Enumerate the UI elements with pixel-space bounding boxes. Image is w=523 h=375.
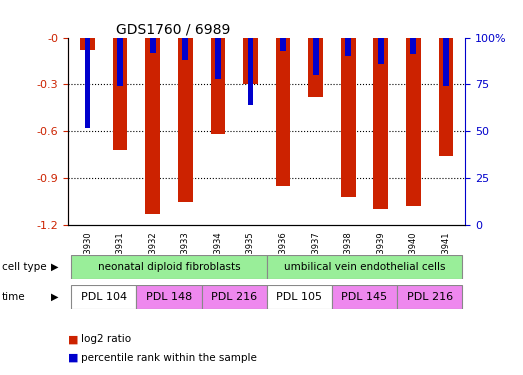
Bar <box>145 38 160 214</box>
Bar <box>80 38 95 50</box>
Text: cell type: cell type <box>2 262 47 272</box>
Text: umbilical vein endothelial cells: umbilical vein endothelial cells <box>283 262 445 272</box>
Bar <box>345 38 351 56</box>
Bar <box>113 38 128 150</box>
Bar <box>313 38 319 75</box>
Bar <box>117 38 123 86</box>
Bar <box>215 38 221 79</box>
Bar <box>183 38 188 60</box>
Bar <box>267 255 462 279</box>
Text: PDL 105: PDL 105 <box>276 292 322 302</box>
Bar <box>280 38 286 51</box>
Bar <box>406 38 420 206</box>
Text: ■: ■ <box>68 334 78 344</box>
Text: PDL 104: PDL 104 <box>81 292 127 302</box>
Text: neonatal diploid fibroblasts: neonatal diploid fibroblasts <box>98 262 240 272</box>
Bar <box>411 38 416 54</box>
Bar <box>211 38 225 134</box>
Bar <box>85 38 90 128</box>
Bar <box>373 38 388 209</box>
Bar <box>71 255 267 279</box>
Text: PDL 148: PDL 148 <box>146 292 192 302</box>
Bar <box>332 285 397 309</box>
Text: ▶: ▶ <box>51 262 59 272</box>
Bar <box>201 285 267 309</box>
Text: ▶: ▶ <box>51 292 59 302</box>
Text: PDL 216: PDL 216 <box>406 292 453 302</box>
Bar <box>378 38 384 64</box>
Text: time: time <box>2 292 26 302</box>
Text: GDS1760 / 6989: GDS1760 / 6989 <box>116 22 230 36</box>
Bar <box>178 38 192 202</box>
Bar <box>267 285 332 309</box>
Text: PDL 145: PDL 145 <box>342 292 388 302</box>
Bar <box>137 285 201 309</box>
Bar <box>439 38 453 156</box>
Bar <box>150 38 156 52</box>
Bar <box>308 38 323 97</box>
Bar <box>243 38 258 84</box>
Text: PDL 216: PDL 216 <box>211 292 257 302</box>
Bar <box>443 38 449 86</box>
Bar <box>247 38 253 105</box>
Bar <box>397 285 462 309</box>
Bar <box>71 285 137 309</box>
Text: percentile rank within the sample: percentile rank within the sample <box>81 353 257 363</box>
Bar <box>276 38 290 186</box>
Bar <box>341 38 356 197</box>
Text: ■: ■ <box>68 353 78 363</box>
Text: log2 ratio: log2 ratio <box>81 334 131 344</box>
